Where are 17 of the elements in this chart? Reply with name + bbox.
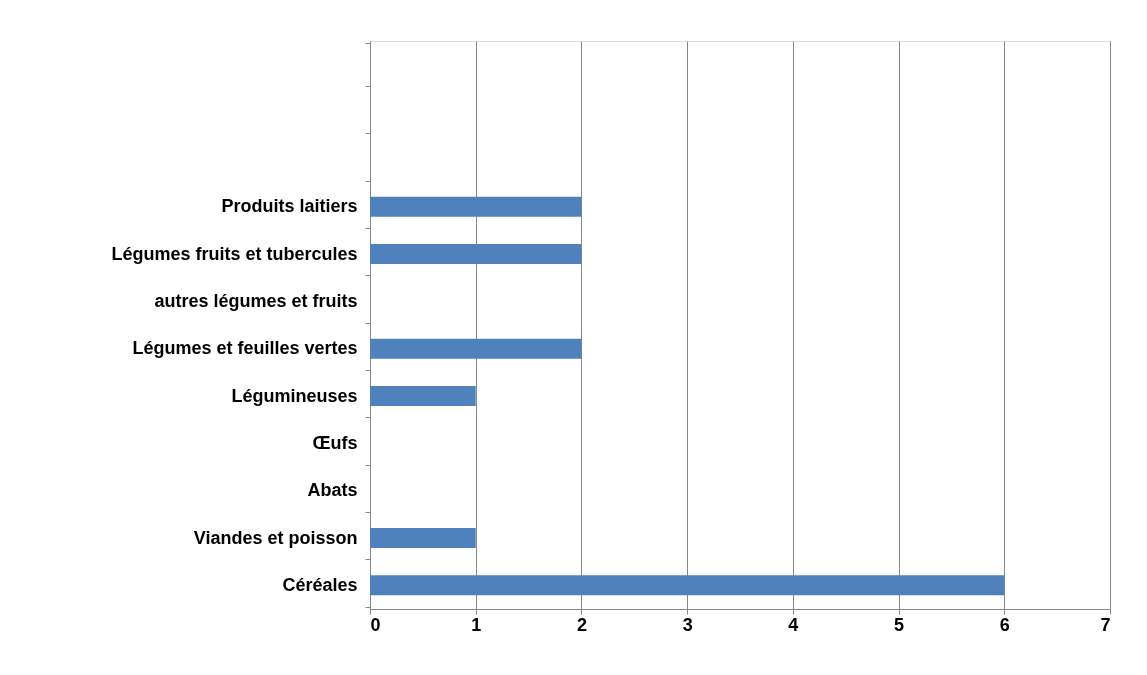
y-tick-label: Abats — [307, 480, 358, 501]
y-tick-label: Œufs — [312, 432, 358, 453]
x-tick-label: 5 — [894, 614, 905, 635]
x-tick-label: 7 — [1100, 614, 1111, 635]
y-tick-label: Légumineuses — [231, 385, 358, 406]
y-tick-label: Légumes et feuilles vertes — [132, 338, 358, 359]
y-tick-label: Viandes et poisson — [193, 527, 358, 548]
y-tick-label: Produits laitiers — [221, 196, 358, 217]
y-tick-label: Céréales — [282, 574, 358, 595]
x-tick-label: 3 — [682, 614, 693, 635]
y-tick-label: autres légumes et fruits — [154, 290, 358, 311]
x-tick-label: 1 — [471, 614, 482, 635]
x-tick-label: 2 — [576, 614, 587, 635]
x-tick-label: 6 — [999, 614, 1010, 635]
y-tick-label: Légumes fruits et tubercules — [111, 243, 358, 264]
x-tick-label: 4 — [788, 614, 799, 635]
x-tick-label: 0 — [370, 614, 381, 635]
